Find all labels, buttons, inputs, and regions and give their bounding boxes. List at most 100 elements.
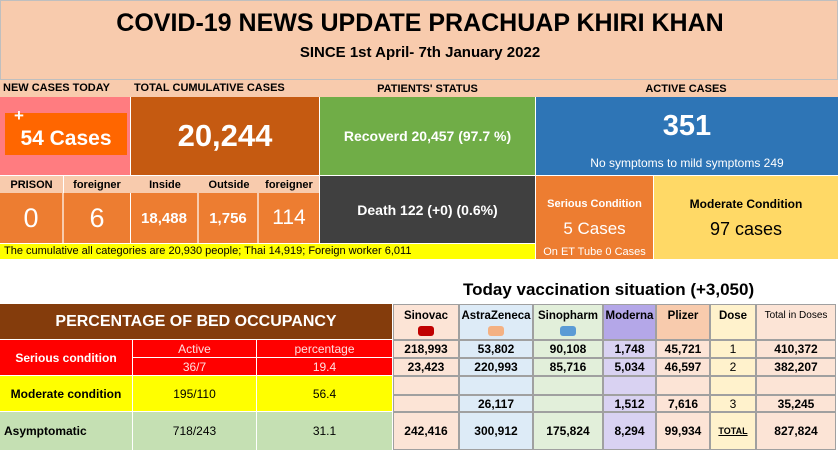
vaccine-cell-r3-c5: 3 (710, 395, 756, 412)
vaccine-cell-r0-c3: 1,748 (603, 340, 656, 358)
vaccine-cell-r1-c6: 382,207 (756, 358, 836, 376)
vaccine-cell-r3-c0 (393, 395, 459, 412)
page-title: COVID-19 NEWS UPDATE PRACHUAP KHIRI KHAN (116, 8, 724, 37)
vaccine-cell-r3-c3: 1,512 (603, 395, 656, 412)
bed-occupancy-title: PERCENTAGE OF BED OCCUPANCY (0, 304, 392, 339)
vaccine-cell-r0-c2: 90,108 (533, 340, 603, 358)
vaccine-cell-r1-c4: 46,597 (656, 358, 710, 376)
new-cases-inner (5, 113, 127, 155)
vaccine-cell-r1-c2: 85,716 (533, 358, 603, 376)
vaccine-cell-r3-c2 (533, 395, 603, 412)
vaccine-cell-r3-c6: 35,245 (756, 395, 836, 412)
bed-serious-label: Serious condition (15, 350, 117, 365)
vaccine-cell-r2-c6 (756, 376, 836, 395)
inside-label: Inside (149, 178, 181, 191)
bed-serious-pct: 19.4 (257, 358, 392, 375)
moderate-panel (654, 176, 838, 259)
bed-percentage-header: percentage (257, 340, 392, 357)
serious-value: 5 Cases (563, 219, 626, 238)
vaccine-header-6: Total in Doses (756, 304, 836, 340)
section-header-row (0, 80, 838, 97)
vaccine-cell-r4-c0: 242,416 (393, 412, 459, 450)
vaccine-cell-r2-c5 (710, 376, 756, 395)
bed-moderate-label: Moderate condition (0, 376, 132, 411)
patients-status-label: PATIENTS' STATUS (377, 82, 478, 95)
vaccine-cell-r2-c4 (656, 376, 710, 395)
vaccine-header-2: Sinopharm (533, 304, 603, 340)
total-foreigner-value: 114 (259, 193, 319, 243)
vaccine-cell-r4-c4: 99,934 (656, 412, 710, 450)
vaccine-cell-r0-c0: 218,993 (393, 340, 459, 358)
vaccine-cell-r1-c5: 2 (710, 358, 756, 376)
vaccine-header-label: Sinovac (403, 310, 449, 322)
vaccine-header-5: Dose (710, 304, 756, 340)
vaccine-cell-r0-c4: 45,721 (656, 340, 710, 358)
cumulative-note: The cumulative all categories are 20,930… (0, 244, 535, 259)
vaccine-cell-r2-c0 (393, 376, 459, 395)
total-foreigner-label: foreigner (265, 178, 313, 191)
vaccine-header-label: Sinopharm (537, 310, 599, 322)
bed-serious-active: 36/7 (133, 358, 256, 375)
bed-active-header: Active (133, 340, 256, 357)
new-foreigner-value: 6 (64, 193, 130, 243)
death-value: Death 122 (+0) (0.6%) (320, 176, 535, 243)
vaccine-logo-icon (560, 326, 576, 336)
outside-value: 1,756 (199, 193, 259, 243)
active-mild-text: No symptoms to mild symptoms 249 (590, 156, 784, 170)
bed-moderate-pct: 56.4 (257, 376, 392, 411)
bed-moderate-active: 195/110 (133, 376, 256, 411)
title-banner: COVID-19 NEWS UPDATE PRACHUAP KHIRI KHAN… (0, 0, 838, 80)
vaccine-cell-r4-c1: 300,912 (459, 412, 533, 450)
vaccine-cell-r4-c2: 175,824 (533, 412, 603, 450)
bed-serious-label-cell (0, 340, 132, 375)
vaccine-header-label: AstraZeneca (461, 310, 531, 322)
vaccine-logo-icon (488, 326, 504, 336)
vaccine-cell-r0-c5: 1 (710, 340, 756, 358)
prison-value: 0 (0, 193, 64, 243)
bed-asym-label: Asymptomatic (0, 412, 132, 450)
bed-asym-active: 718/243 (133, 412, 256, 450)
vaccine-cell-r4-c5: TOTAL (710, 412, 756, 450)
vaccine-cell-r4-c3: 8,294 (603, 412, 656, 450)
active-cases-value: 351 (662, 109, 712, 142)
bed-asym-pct: 31.1 (257, 412, 392, 450)
outside-label: Outside (208, 178, 250, 191)
vaccine-header-3: Moderna (603, 304, 656, 340)
active-panel (536, 97, 838, 175)
new-cases-value: 54 Cases (20, 127, 112, 150)
vaccine-cell-r2-c2 (533, 376, 603, 395)
total-cases-value: 20,244 (131, 97, 319, 175)
vaccine-header-4: Plizer (656, 304, 710, 340)
vaccine-cell-r1-c0: 23,423 (393, 358, 459, 376)
vaccine-cell-r0-c6: 410,372 (756, 340, 836, 358)
vaccination-title: Today vaccination situation (+3,050) (463, 280, 755, 299)
serious-label: Serious Condition (547, 198, 642, 210)
prison-label: PRISON (0, 176, 64, 193)
new-foreigner-label: foreigner (73, 178, 121, 191)
active-cases-label: ACTIVE CASES (645, 82, 727, 95)
new-cases-label: NEW CASES TODAY (3, 82, 110, 94)
vaccine-header-label: Total in Doses (764, 310, 828, 321)
vaccine-header-0: Sinovac (393, 304, 459, 340)
serious-panel (536, 176, 653, 259)
et-tube-text: On ET Tube 0 Cases (543, 245, 646, 258)
inside-value: 18,488 (131, 193, 199, 243)
recovered-value: Recoverd 20,457 (97.7 %) (320, 97, 535, 175)
vaccine-cell-r3-c1: 26,117 (459, 395, 533, 412)
vaccine-cell-r1-c3: 5,034 (603, 358, 656, 376)
vaccine-header-1: AstraZeneca (459, 304, 533, 340)
moderate-value: 97 cases (709, 218, 783, 239)
vaccine-cell-r2-c1 (459, 376, 533, 395)
vaccine-cell-r0-c1: 53,802 (459, 340, 533, 358)
vaccine-cell-r3-c4: 7,616 (656, 395, 710, 412)
total-cases-label: TOTAL CUMULATIVE CASES (134, 82, 285, 94)
vaccine-header-label: Moderna (605, 310, 654, 322)
moderate-label: Moderate Condition (689, 197, 803, 211)
vaccine-logo-icon (418, 326, 434, 336)
vaccine-header-label: Dose (718, 310, 748, 322)
vaccine-cell-r2-c3 (603, 376, 656, 395)
sub-header-row (0, 176, 319, 193)
new-cases-plus: + (14, 106, 24, 125)
vaccine-header-label: Plizer (667, 310, 699, 322)
vaccine-cell-r4-c6: 827,824 (756, 412, 836, 450)
